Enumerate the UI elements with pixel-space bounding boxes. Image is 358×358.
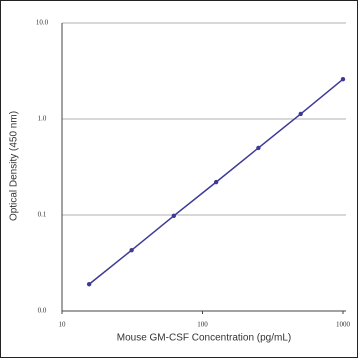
data-point: [256, 145, 261, 151]
x-tick-label: 1000: [336, 321, 351, 329]
y-tick-label: 1.0: [38, 115, 47, 123]
data-point: [129, 247, 134, 253]
data-point: [213, 179, 219, 185]
y-tick-label: 0.0: [38, 307, 47, 315]
x-axis-title: Mouse GM-CSF Concentration (pg/mL): [117, 333, 292, 344]
y-axis-title: Optical Density (450 nm): [9, 111, 20, 221]
data-point: [298, 111, 303, 117]
data-point: [340, 76, 346, 82]
x-tick-label: 100: [197, 321, 208, 329]
x-tick-label: 10: [59, 321, 67, 329]
y-tick-label: 0.1: [38, 211, 47, 219]
data-point: [171, 213, 177, 219]
data-point: [86, 282, 92, 287]
y-tick-label: 10.0: [36, 19, 49, 27]
